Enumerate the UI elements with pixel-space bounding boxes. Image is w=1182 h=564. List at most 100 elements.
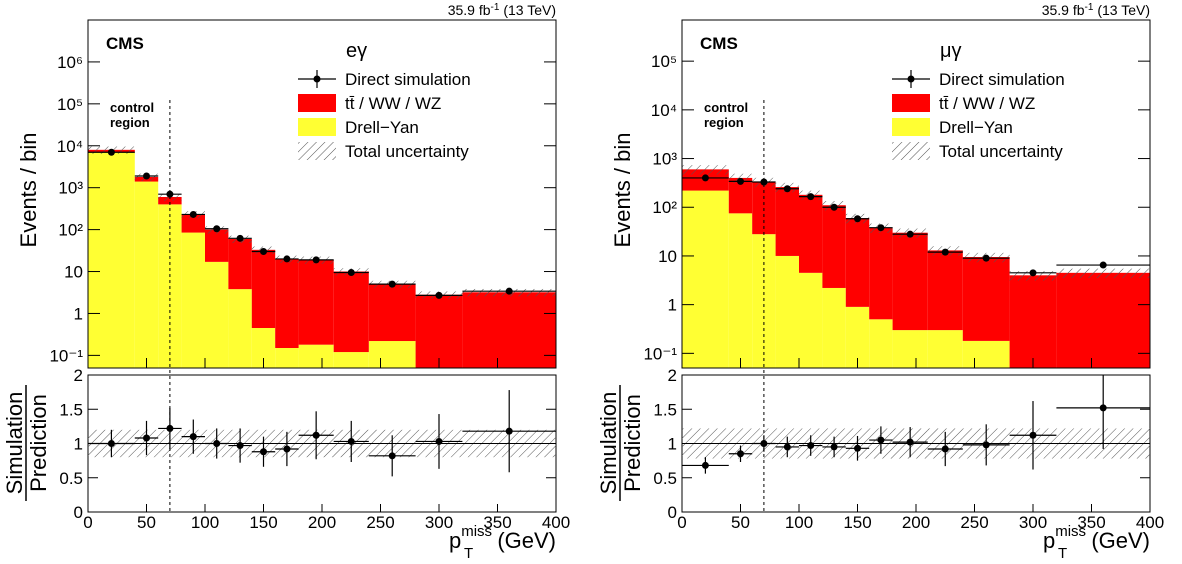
ratio-y-tick-label: 1.5 [59,400,83,419]
histogram-bar [845,218,870,307]
histogram-bar [927,250,963,331]
ratio-point [877,436,885,444]
histogram-bar [275,347,299,368]
data-point [107,148,115,156]
legend-label: Drell−Yan [939,118,1013,137]
x-axis-title-unit: (GeV) [1085,528,1150,553]
ratio-point [388,452,396,460]
legend-label: tt̄ / WW / WZ [939,94,1035,113]
x-tick-label: 50 [137,513,156,532]
legend-swatch [298,94,336,112]
data-point [283,255,291,263]
ratio-y-tick-label: 1.5 [653,400,677,419]
histogram-bar [869,227,893,320]
x-tick-label: 150 [249,513,277,532]
lumi-superscript: -1 [1085,2,1094,13]
data-point [213,225,221,233]
y-tick-label: 10⁴ [651,101,677,120]
control-region-label: control [110,100,154,115]
y-tick-label: 10⁻¹ [643,344,677,363]
histogram-bar [228,238,252,290]
data-point [737,177,744,185]
ratio-point [737,450,744,458]
ratio-axis-title: Prediction [26,394,51,492]
data-point [1029,269,1037,277]
ratio-axis-title: Simulation [2,392,27,495]
y-tick-label: 10 [64,263,83,282]
legend-swatch [892,118,930,136]
ratio-point [213,440,221,447]
histogram-bar [752,234,776,368]
ratio-y-tick-label: 0 [668,503,677,522]
y-axis-title: Events / bin [610,133,635,248]
x-axis-title: pmiss T (GeV) [449,523,556,562]
histogram-bar [799,272,823,368]
ratio-point [807,442,815,450]
data-point [760,178,768,186]
lumi-text: 35.9 fb [1042,2,1085,18]
legend-swatch [892,94,930,112]
x-tick-label: 300 [1019,513,1047,532]
histogram-bar [728,177,753,214]
histogram-bar [251,327,276,368]
data-point [347,268,355,276]
ratio-y-tick-label: 2 [74,366,83,385]
x-tick-label: 100 [191,513,219,532]
x-axis-title-sup: miss [1055,523,1086,540]
ratio-point [435,437,443,445]
histogram-bar [368,341,416,368]
data-point [236,234,244,242]
histogram-bar [88,152,135,368]
x-axis-title-base: p [1043,528,1055,553]
data-point [877,224,885,232]
data-point [701,174,709,182]
histogram-bar [775,187,799,256]
x-tick-label: 250 [366,513,394,532]
x-tick-label: 150 [843,513,871,532]
ratio-point [312,431,320,439]
experiment-label: CMS [106,34,144,53]
histogram-bar [275,258,299,348]
control-region-label: control [704,100,748,115]
x-tick-label: 50 [731,513,750,532]
histogram-bar [775,255,799,368]
x-tick-label: 200 [308,513,336,532]
histogram-bar [415,294,463,368]
lumi-label: 35.9 fb-1 (13 TeV) [448,2,556,18]
ratio-point [107,440,115,447]
ratio-point [236,442,244,450]
ratio-point [283,445,291,453]
data-point [1099,261,1107,269]
uncertainty-band [682,165,729,175]
ratio-y-tick-label: 0.5 [59,469,83,488]
ratio-y-tick-label: 2 [668,366,677,385]
ratio-axis-title: Simulation [596,392,621,495]
histogram-bar [799,194,823,273]
y-tick-label: 1 [74,304,83,323]
legend-label: tt̄ / WW / WZ [345,94,441,113]
x-tick-label: 0 [83,513,92,532]
histogram-bar [682,190,729,368]
data-point [435,291,443,299]
y-tick-label: 10⁵ [651,52,677,71]
ratio-point [941,445,949,453]
data-point [982,254,990,262]
x-axis-title-sub: T [1058,545,1067,562]
legend-label: Total uncertainty [345,142,469,161]
x-tick-label: 400 [1136,513,1164,532]
ratio-point [143,434,150,442]
y-tick-label: 10⁵ [57,95,83,114]
legend-marker [907,75,915,83]
data-point [312,256,320,264]
ratio-y-tick-label: 0.5 [653,469,677,488]
legend-label: Total uncertainty [939,142,1063,161]
x-axis-title-unit: (GeV) [491,528,556,553]
y-tick-label: 10³ [652,150,677,169]
data-point [143,172,150,180]
lumi-tail: (13 TeV) [1093,2,1150,18]
legend-label: Direct simulation [939,70,1065,89]
ratio-point [982,441,990,449]
histogram-bar [251,249,276,328]
histogram-bar [892,232,928,331]
data-point [505,287,513,295]
